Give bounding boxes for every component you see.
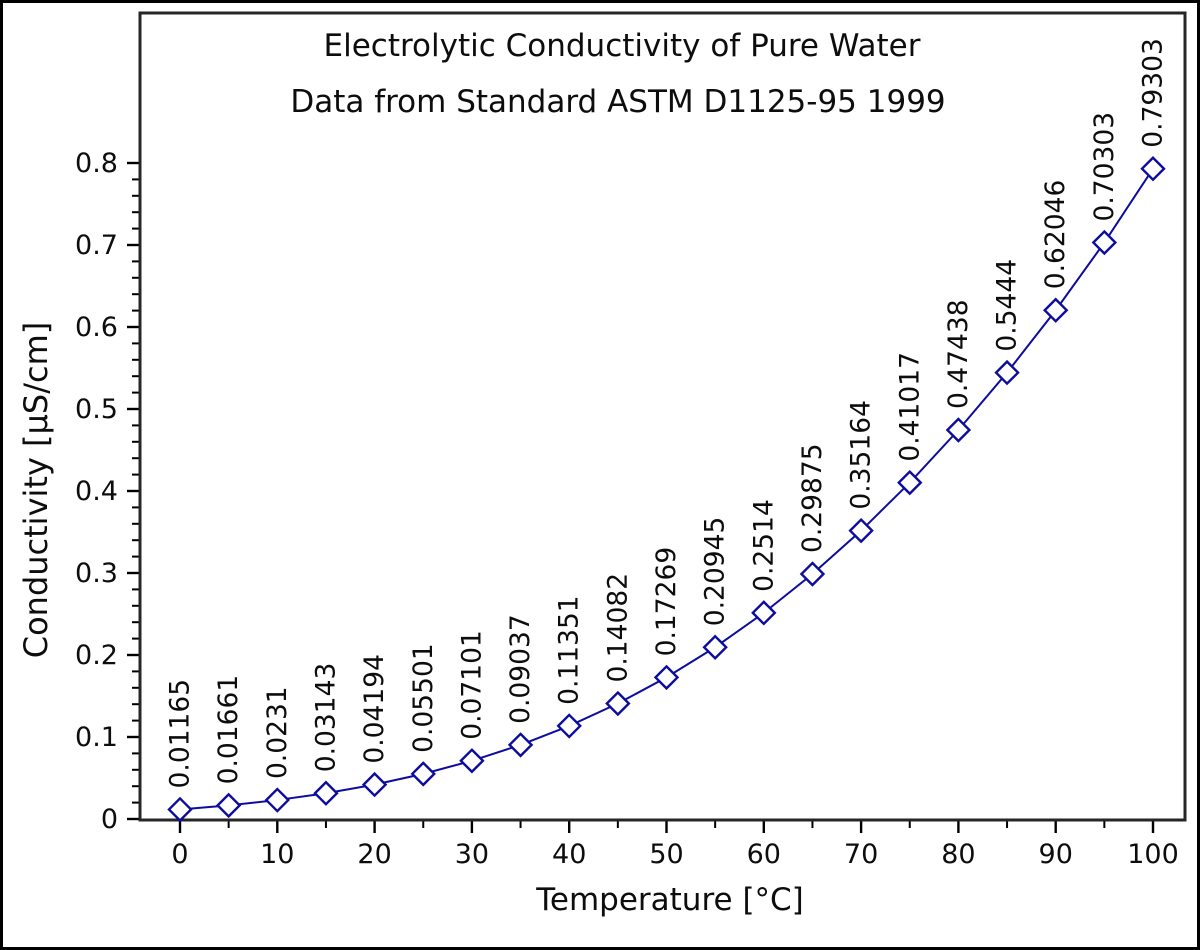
data-point-label: 0.0231 xyxy=(262,686,293,779)
y-axis-tick-label: 0.1 xyxy=(75,722,118,753)
x-axis-tick-label: 40 xyxy=(552,839,586,870)
x-axis-tick-label: 30 xyxy=(455,839,489,870)
data-point-marker xyxy=(848,517,874,544)
data-point-label: 0.29875 xyxy=(797,443,828,553)
y-axis-tick-label: 0.6 xyxy=(75,312,118,343)
data-point-label: 0.62046 xyxy=(1040,180,1071,290)
data-point-marker xyxy=(1043,297,1069,323)
data-point-label: 0.14082 xyxy=(602,573,633,683)
x-axis-tick-label: 20 xyxy=(357,839,391,870)
data-point-marker xyxy=(459,748,485,774)
data-point-marker xyxy=(167,796,193,823)
data-point-label: 0.41017 xyxy=(894,352,925,462)
x-axis-tick-label: 50 xyxy=(649,839,683,870)
y-axis-tick-label: 0.2 xyxy=(75,640,118,671)
data-point-marker xyxy=(653,664,680,691)
data-point-label: 0.03143 xyxy=(310,663,341,773)
x-axis-label: Temperature [°C] xyxy=(536,882,804,918)
data-point-marker xyxy=(361,771,388,798)
y-axis-label: Conductivity [μS/cm] xyxy=(17,321,55,659)
data-point-label: 0.70303 xyxy=(1089,112,1120,222)
y-axis-tick-label: 0.7 xyxy=(75,230,118,261)
data-point-marker xyxy=(897,469,923,496)
x-axis-tick-label: 90 xyxy=(1039,839,1073,870)
data-point-label: 0.05501 xyxy=(408,643,439,753)
y-axis-tick-label: 0.8 xyxy=(75,148,118,179)
data-point-label: 0.01165 xyxy=(165,679,196,789)
data-point-marker xyxy=(556,713,582,739)
data-point-marker xyxy=(945,417,972,443)
chart-title: Electrolytic Conductivity of Pure Water xyxy=(323,28,921,64)
y-axis-tick-label: 0.3 xyxy=(75,558,118,589)
x-axis-tick-label: 80 xyxy=(941,839,975,870)
data-point-label: 0.47438 xyxy=(943,299,974,409)
data-point-label: 0.2514 xyxy=(748,499,779,592)
data-point-label: 0.35164 xyxy=(846,400,877,510)
data-point-marker xyxy=(215,792,242,819)
data-point-label: 0.20945 xyxy=(700,517,731,627)
x-axis-tick-label: 10 xyxy=(260,839,294,870)
data-point-marker xyxy=(1140,156,1166,182)
data-point-label: 0.09037 xyxy=(505,614,536,724)
data-point-marker xyxy=(994,359,1020,386)
data-point-label: 0.17269 xyxy=(651,547,682,657)
data-point-marker xyxy=(507,732,534,758)
data-point-label: 0.07101 xyxy=(456,630,487,740)
y-axis-tick-label: 0.4 xyxy=(75,476,118,507)
data-point-marker xyxy=(751,600,777,626)
y-axis-tick-label: 0.5 xyxy=(75,394,118,425)
data-point-marker xyxy=(1091,229,1118,256)
x-axis-tick-label: 100 xyxy=(1127,839,1179,870)
data-point-marker xyxy=(313,780,339,806)
data-point-label: 0.79303 xyxy=(1138,38,1169,148)
data-point-marker xyxy=(799,561,826,587)
data-point-label: 0.11351 xyxy=(554,595,585,705)
data-point-label: 0.5444 xyxy=(992,259,1023,352)
x-axis-tick-label: 70 xyxy=(844,839,878,870)
y-axis-tick-label: 0 xyxy=(101,804,118,835)
data-point-label: 0.01661 xyxy=(213,675,244,785)
data-point-marker xyxy=(605,690,631,717)
data-point-marker xyxy=(264,787,290,813)
data-point-marker xyxy=(410,761,436,787)
chart-subtitle: Data from Standard ASTM D1125-95 1999 xyxy=(290,84,946,120)
x-axis-tick-label: 0 xyxy=(171,839,188,870)
data-point-marker xyxy=(702,634,728,660)
data-point-label: 0.04194 xyxy=(359,654,390,764)
plot-border xyxy=(138,11,1187,822)
x-axis-tick-label: 60 xyxy=(747,839,781,870)
